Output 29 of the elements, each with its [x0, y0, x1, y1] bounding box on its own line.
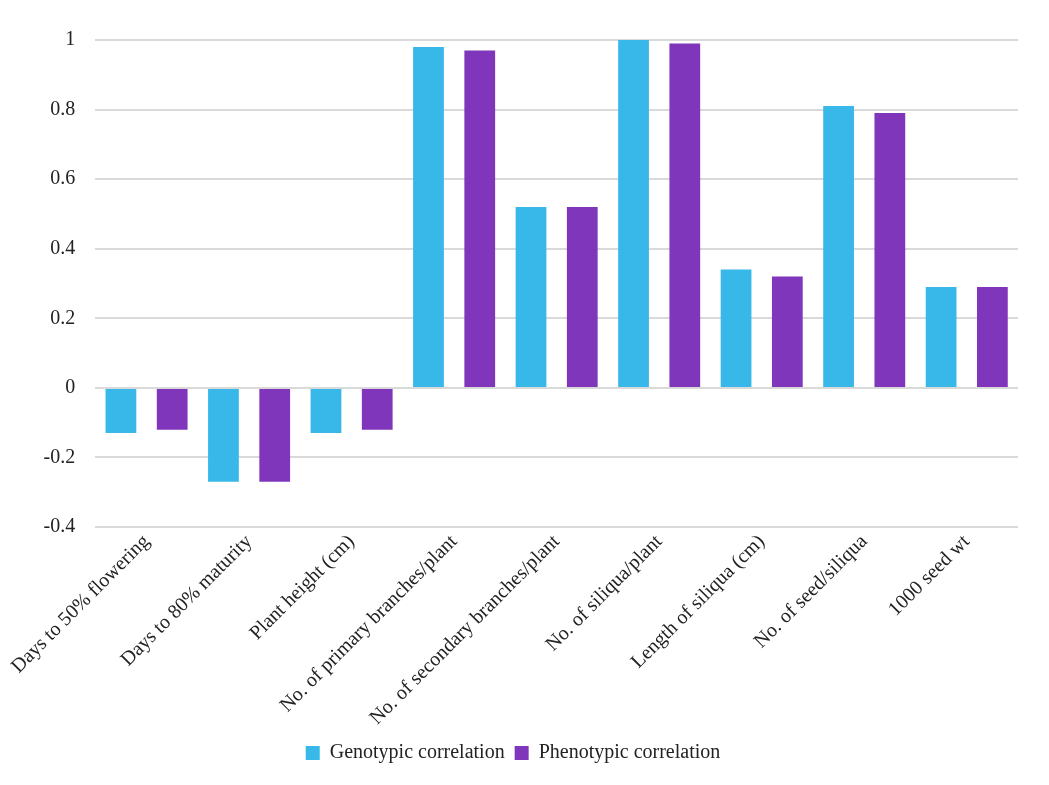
bar — [464, 50, 496, 387]
bar — [771, 276, 803, 387]
bar — [925, 286, 957, 387]
bar — [515, 206, 547, 387]
bar — [823, 106, 854, 387]
bar — [976, 286, 1008, 387]
y-tick-label: 1 — [65, 27, 76, 50]
bar — [669, 43, 701, 387]
y-tick-label: 0 — [65, 375, 76, 398]
bar — [310, 388, 342, 434]
bar — [413, 46, 444, 387]
bar — [618, 40, 649, 387]
bar — [874, 113, 906, 387]
bar — [361, 388, 393, 430]
bar — [720, 269, 752, 387]
bar — [105, 388, 137, 434]
legend-label: Genotypic correlation — [329, 740, 505, 764]
bar — [259, 388, 291, 482]
bar — [566, 206, 598, 387]
bar — [208, 388, 239, 482]
y-tick-label: 0.4 — [50, 235, 76, 258]
bar — [156, 388, 188, 430]
y-tick-label: -0.4 — [43, 514, 76, 537]
y-tick-label: 0.8 — [50, 96, 76, 119]
y-tick-label: 0.6 — [50, 166, 76, 189]
y-tick-label: -0.2 — [43, 444, 76, 467]
x-tick-label: 1000 seed wt — [883, 529, 974, 620]
y-tick-label: 0.2 — [50, 305, 76, 328]
legend-label: Phenotypic correlation — [538, 740, 721, 764]
